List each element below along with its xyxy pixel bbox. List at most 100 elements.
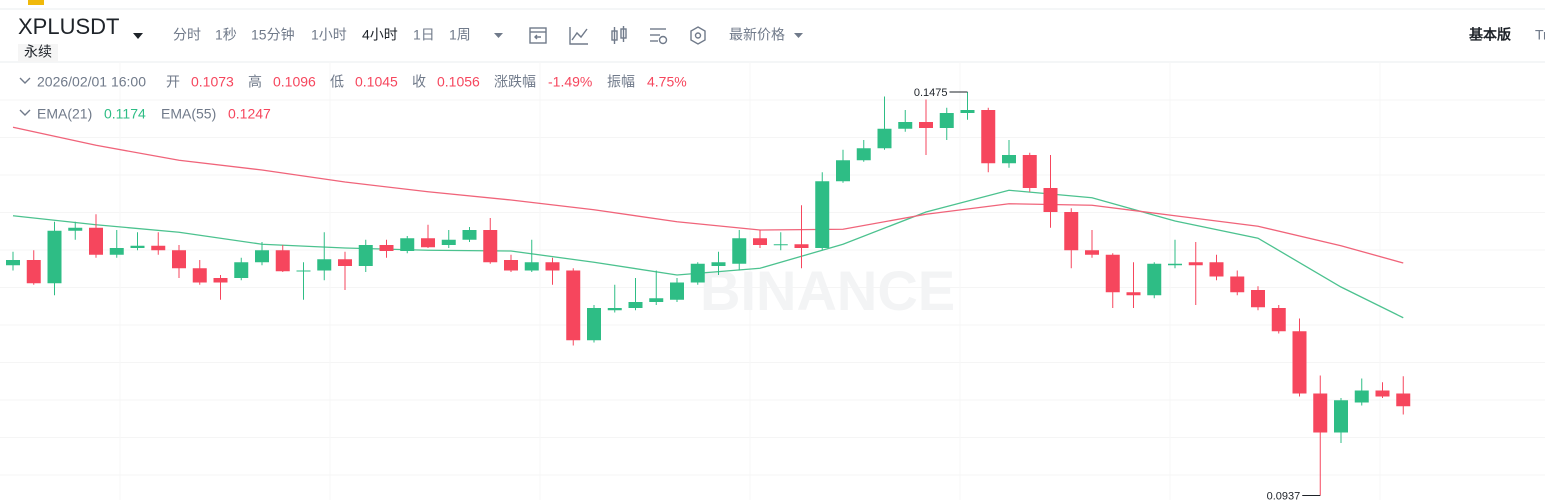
candle-body — [130, 245, 145, 248]
candle-body — [483, 230, 498, 263]
candle-body — [1209, 262, 1224, 277]
candle-body — [587, 308, 601, 341]
candle-body — [1126, 292, 1141, 296]
extreme-label: 0.0937 — [1267, 490, 1301, 500]
ema-name: EMA(21) — [37, 106, 92, 122]
interval-active[interactable]: 4小时 — [362, 27, 398, 43]
candle-body — [1064, 212, 1079, 251]
version[interactable]: 基本版 — [1469, 27, 1511, 43]
candle-body — [1043, 188, 1058, 212]
candle-body — [1022, 155, 1037, 188]
chevron[interactable] — [19, 109, 31, 116]
amplitude-value: 4.75% — [647, 74, 687, 90]
candle-body — [1354, 390, 1369, 403]
candle-body — [296, 270, 311, 272]
candle-body — [524, 262, 539, 271]
candle-body — [1168, 263, 1182, 266]
change-label: 涨跌幅 — [494, 74, 536, 90]
grid — [0, 62, 1545, 500]
candle-body — [1251, 290, 1265, 308]
candle-body — [960, 110, 975, 113]
extreme-label: 0.1475 — [914, 87, 948, 99]
candle-body — [400, 238, 415, 251]
interval[interactable]: 分时 — [173, 27, 201, 43]
candle-body — [1105, 254, 1120, 293]
candle-body — [47, 230, 62, 284]
candle-body — [441, 239, 456, 245]
candle-body — [732, 238, 747, 264]
close-value: 0.1056 — [437, 74, 480, 90]
candle-body — [275, 250, 290, 272]
price-type[interactable]: 最新价格 — [729, 27, 785, 43]
candle-body — [670, 282, 684, 300]
chevron[interactable] — [19, 77, 31, 84]
candle-body — [1002, 155, 1016, 164]
candle-body — [1271, 308, 1286, 332]
close-label: 收 — [412, 74, 426, 90]
ema-value: 0.1247 — [228, 106, 271, 122]
candle-body — [919, 122, 933, 128]
candle-icon[interactable] — [611, 26, 627, 44]
candle-body — [898, 122, 913, 129]
watermark: BINANCE — [700, 259, 955, 322]
candle-body — [1230, 276, 1245, 293]
candle-body — [504, 260, 518, 271]
candle-body — [234, 262, 249, 278]
accent — [28, 0, 44, 5]
amplitude-label: 振幅 — [607, 74, 635, 90]
candle-body — [192, 268, 207, 283]
time: 2026/02/01 16:00 — [37, 74, 146, 90]
candle-body — [89, 227, 103, 255]
interval[interactable]: 15分钟 — [251, 27, 295, 43]
candle-body — [1188, 262, 1203, 266]
calendar-icon[interactable] — [529, 27, 547, 44]
interval[interactable]: 1周 — [449, 27, 471, 43]
ema-value: 0.1174 — [104, 106, 146, 122]
settings-icon[interactable] — [650, 28, 668, 45]
candle-body — [6, 260, 20, 266]
tradingview[interactable]: Tr — [1535, 27, 1545, 43]
symbol[interactable]: XPLUSDT — [18, 14, 119, 39]
high-label: 高 — [248, 74, 262, 90]
interval-dropdown[interactable] — [494, 33, 503, 38]
candle-body — [649, 298, 664, 302]
indicator-icon[interactable] — [569, 27, 588, 45]
ema-name: EMA(55) — [161, 106, 216, 122]
low-value: 0.1045 — [355, 74, 398, 90]
candle-body — [255, 250, 269, 263]
interval[interactable]: 1小时 — [311, 27, 347, 43]
candle-body — [1085, 250, 1099, 255]
change-value: -1.49% — [548, 74, 592, 90]
candle-body — [607, 308, 622, 311]
candle-body — [26, 260, 41, 284]
candle-body — [690, 263, 705, 283]
candle-body — [1147, 263, 1162, 296]
low-label: 低 — [330, 74, 344, 90]
open-value: 0.1073 — [191, 74, 234, 90]
candle-body — [109, 248, 124, 255]
candle-body — [68, 227, 83, 231]
candle-body — [836, 160, 850, 182]
badge-bg — [18, 44, 58, 62]
candle-body — [939, 113, 954, 128]
symbol-dropdown[interactable] — [133, 33, 143, 39]
candle-body — [545, 262, 560, 271]
candle-body — [1292, 331, 1307, 394]
candle-body — [1313, 393, 1328, 433]
interval[interactable]: 1秒 — [215, 27, 237, 43]
badge: 永续 — [24, 44, 52, 60]
candle-body — [711, 262, 726, 266]
price-dropdown[interactable] — [794, 33, 803, 38]
candle-body — [1375, 390, 1390, 397]
candle-body — [628, 302, 643, 308]
candle-body — [753, 238, 767, 245]
hex-icon[interactable] — [690, 26, 706, 45]
candle-body — [151, 245, 166, 251]
plot: 0.1475 0.0937 — [6, 87, 1411, 500]
candle-body — [172, 250, 186, 269]
candle-body — [421, 238, 435, 248]
interval[interactable]: 1日 — [413, 27, 435, 43]
candle-body — [773, 244, 788, 246]
candle-body — [815, 181, 830, 248]
